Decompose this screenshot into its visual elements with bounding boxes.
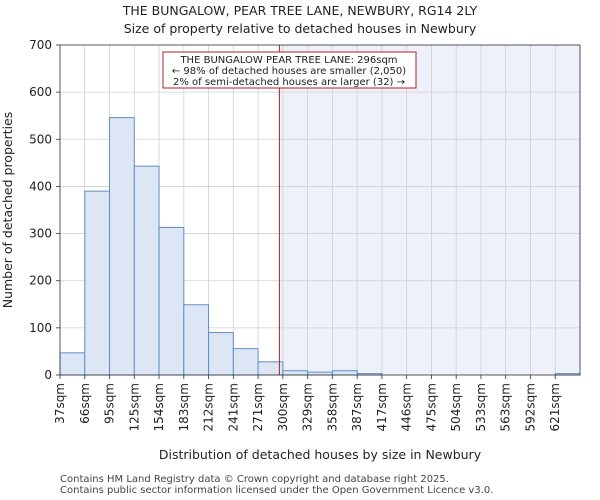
bar-66sqm (84, 190, 111, 376)
x-ticks: 37sqm 66sqm 95sqm 125sqm 154sqm 183sqm 212sqm 2… (53, 375, 562, 431)
bar-183sqm (183, 304, 210, 376)
annotation-line-2: ← 98% of detached houses are smaller (2,… (172, 66, 406, 77)
x-tick-label: 241sqm (226, 383, 240, 431)
bar-358sqm (331, 370, 358, 376)
y-tick-label: 0 (44, 368, 52, 382)
y-ticks: 0 100 200 300 400 500 600 700 (29, 38, 60, 382)
annotation: THE BUNGALOW PEAR TREE LANE: 296sqm ← 98… (162, 51, 417, 89)
y-tick-label: 200 (29, 274, 52, 288)
x-tick-label: 125sqm (127, 383, 141, 431)
x-tick-label: 329sqm (301, 383, 315, 431)
x-tick-label: 271sqm (251, 383, 265, 431)
x-tick-label: 154sqm (152, 383, 166, 431)
y-tick-label: 400 (29, 179, 52, 193)
x-tick-label: 183sqm (177, 383, 191, 431)
annotation-box (162, 51, 417, 89)
x-tick-label: 212sqm (202, 383, 216, 431)
chart-title: THE BUNGALOW, PEAR TREE LANE, NEWBURY, R… (122, 3, 478, 18)
footer-copyright: Contains HM Land Registry data © Crown c… (60, 474, 449, 485)
y-tick-label: 100 (29, 321, 52, 335)
y-tick-label: 600 (29, 85, 52, 99)
y-tick-label: 700 (29, 38, 52, 52)
x-tick-label: 475sqm (424, 383, 438, 431)
x-tick-label: 533sqm (474, 383, 488, 431)
bar-241sqm (232, 348, 259, 376)
x-tick-label: 95sqm (103, 383, 117, 424)
x-tick-label: 563sqm (499, 383, 513, 431)
plot-frame (59, 44, 581, 376)
bar-95sqm (109, 117, 135, 376)
bar-154sqm (158, 226, 185, 376)
shade-rect (279, 45, 580, 375)
x-tick-label: 66sqm (78, 383, 92, 424)
x-tick-label: 446sqm (400, 383, 414, 431)
bar-212sqm (208, 332, 234, 376)
y-tick-label: 300 (29, 227, 52, 241)
larger-region-shade (279, 45, 580, 375)
x-tick-label: 300sqm (276, 383, 290, 431)
bar-300sqm (282, 370, 309, 376)
x-tick-label: 387sqm (350, 383, 364, 431)
annotation-line-1: THE BUNGALOW PEAR TREE LANE: 296sqm (179, 55, 397, 66)
bar-37sqm (59, 352, 86, 376)
bar-125sqm (133, 165, 160, 376)
bar-329sqm (307, 371, 333, 376)
x-tick-label: 592sqm (523, 383, 537, 431)
x-tick-label: 417sqm (375, 383, 389, 431)
x-tick-label: 37sqm (53, 383, 67, 424)
y-axis-label: Number of detached properties (0, 112, 15, 309)
x-tick-label: 504sqm (449, 383, 463, 431)
chart-subtitle: Size of property relative to detached ho… (124, 21, 477, 36)
bars (59, 117, 581, 376)
y-tick-label: 500 (29, 132, 52, 146)
x-axis-label: Distribution of detached houses by size … (159, 447, 482, 462)
x-tick-label: 358sqm (325, 383, 339, 431)
footer-licence: Contains public sector information licen… (60, 485, 494, 496)
annotation-line-3: 2% of semi-detached houses are larger (3… (173, 77, 405, 88)
x-tick-label: 621sqm (548, 383, 562, 431)
